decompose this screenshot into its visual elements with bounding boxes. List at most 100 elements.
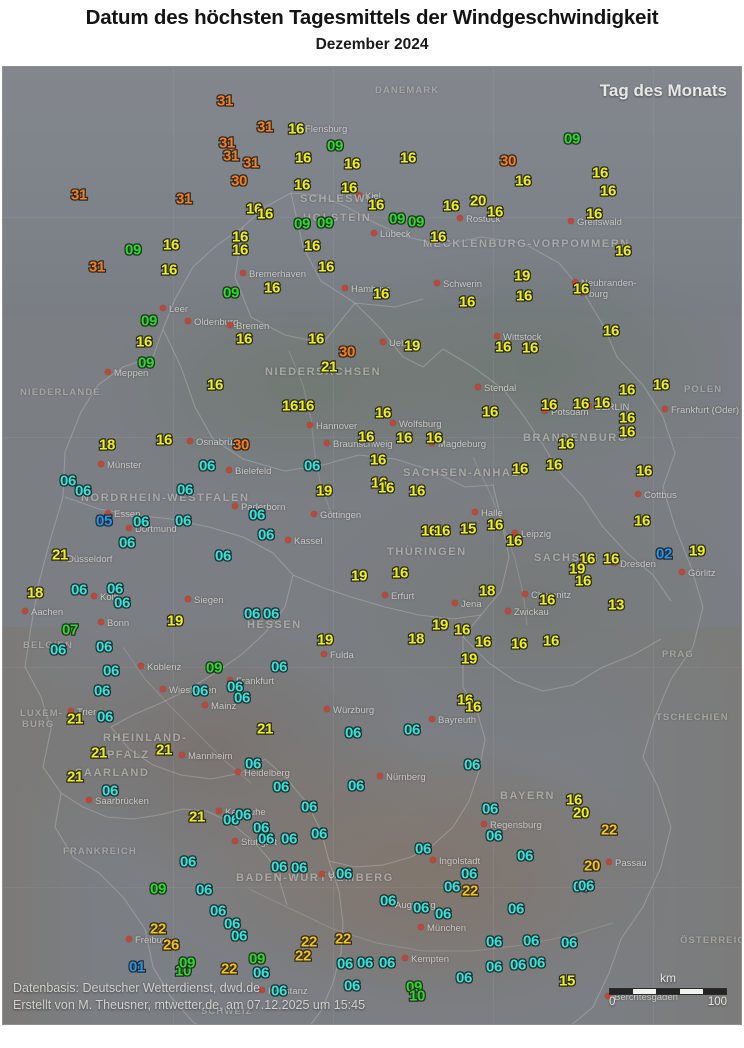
city-dot — [98, 461, 104, 467]
city-label: Kempten — [411, 954, 450, 965]
station-value: 06 — [463, 755, 482, 774]
station-value: 09 — [405, 977, 424, 996]
city-dot — [377, 773, 383, 779]
station-value: 16 — [481, 402, 500, 421]
region-label: FRANKREICH — [63, 846, 137, 857]
station-value: 06 — [59, 471, 78, 490]
station-value: 16 — [235, 329, 254, 348]
city-label: Siegen — [194, 595, 224, 606]
region-label: BELGIEN — [23, 640, 73, 651]
city-label: Halle — [481, 508, 503, 519]
region-label: BURG — [22, 719, 55, 730]
attribution-line-1: Datenbasis: Deutscher Wetterdienst, dwd.… — [13, 981, 261, 995]
city-label: Leipzig — [521, 529, 552, 540]
station-value: 22 — [220, 959, 239, 978]
city-label: Berchtesgaden — [614, 992, 678, 1003]
city-dot — [22, 608, 28, 614]
city-dot — [202, 702, 208, 708]
city-label: Kiel — [365, 191, 381, 202]
city-dot — [138, 663, 144, 669]
station-value: 06 — [49, 640, 68, 659]
station-value: 16 — [494, 337, 513, 356]
city-dot — [568, 218, 574, 224]
region-label: NIEDERSACHSEN — [265, 366, 382, 378]
station-value: 06 — [106, 579, 125, 598]
city-label: Cottbus — [644, 490, 677, 501]
city-dot — [342, 285, 348, 291]
city-dot — [321, 651, 327, 657]
city-dot — [505, 608, 511, 614]
city-dot — [572, 279, 578, 285]
station-value: 06 — [176, 480, 195, 499]
graticule-line — [493, 67, 494, 1024]
station-value: 09 — [316, 213, 335, 232]
city-label: Frankfurt (Oder) — [671, 405, 740, 416]
scale-max-label: 100 — [707, 996, 727, 1008]
city-dot — [226, 467, 232, 473]
station-value: 06 — [70, 580, 89, 599]
station-value: 16 — [511, 459, 530, 478]
station-value: 06 — [481, 799, 500, 818]
city-label: Essen — [114, 509, 141, 520]
station-value: 21 — [320, 357, 339, 376]
city-label: Hamburg — [351, 284, 391, 295]
scale-bar: km 0 100 — [609, 971, 727, 1008]
city-label: Bonn — [107, 618, 130, 629]
station-value: 31 — [175, 189, 194, 208]
station-value: 09 — [563, 129, 582, 148]
station-value: 30 — [338, 342, 357, 361]
city-dot — [296, 125, 302, 131]
station-value: 16 — [464, 697, 483, 716]
station-value: 26 — [162, 935, 181, 954]
station-value: 31 — [256, 117, 275, 136]
city-dot — [235, 769, 241, 775]
station-value: 06 — [485, 826, 504, 845]
station-value: 16 — [652, 375, 671, 394]
city-label: Chemnitz — [531, 590, 572, 601]
station-value: 19 — [568, 559, 587, 578]
station-value: 06 — [280, 829, 299, 848]
station-value: 16 — [231, 240, 250, 259]
station-value: 16 — [474, 632, 493, 651]
map-canvas[interactable]: Tag des Monats DANEMARK Flensburg Kiel SCHL… — [2, 66, 742, 1025]
station-value: 10 — [408, 986, 427, 1005]
station-value: 06 — [560, 933, 579, 952]
legend-title: Tag des Monats — [599, 81, 727, 100]
city-label: Potsdam — [551, 407, 589, 418]
station-value: 06 — [226, 677, 245, 696]
city-label: Köln — [100, 592, 120, 603]
station-value: 16 — [456, 690, 475, 709]
region-label: BADEN-WÜRTTEMBERG — [236, 872, 394, 884]
region-label: THÜRINGEN — [387, 546, 467, 558]
station-value: 16 — [162, 235, 181, 254]
station-value: 16 — [486, 515, 505, 534]
station-value: 19 — [315, 481, 334, 500]
city-label: Koblenz — [147, 662, 182, 673]
city-dot — [160, 305, 166, 311]
station-value: 06 — [434, 904, 453, 923]
station-value: 06 — [522, 931, 541, 950]
station-value: 06 — [335, 864, 354, 883]
region-label: RHEINLAND- — [103, 732, 188, 744]
city-dot — [429, 440, 435, 446]
station-value: 06 — [270, 981, 289, 1000]
station-value: 06 — [234, 805, 253, 824]
city-dot — [457, 215, 463, 221]
city-dot — [311, 511, 317, 517]
city-label: burg — [589, 289, 609, 300]
station-value: 06 — [455, 968, 474, 987]
region-label: SACHSEN — [534, 552, 599, 564]
station-value: 06 — [179, 852, 198, 871]
city-label: Wittstock — [503, 332, 542, 343]
station-value: 19 — [513, 266, 532, 285]
station-value: 21 — [51, 545, 70, 564]
station-value: 16 — [367, 195, 386, 214]
station-value: 10 — [174, 961, 193, 980]
station-value: 06 — [252, 963, 271, 982]
city-dot — [494, 333, 500, 339]
region-label: SCHWEIZ — [201, 1006, 253, 1017]
city-label: Karlsruhe — [225, 807, 266, 818]
station-value: 06 — [198, 456, 217, 475]
station-value: 16 — [633, 511, 652, 530]
